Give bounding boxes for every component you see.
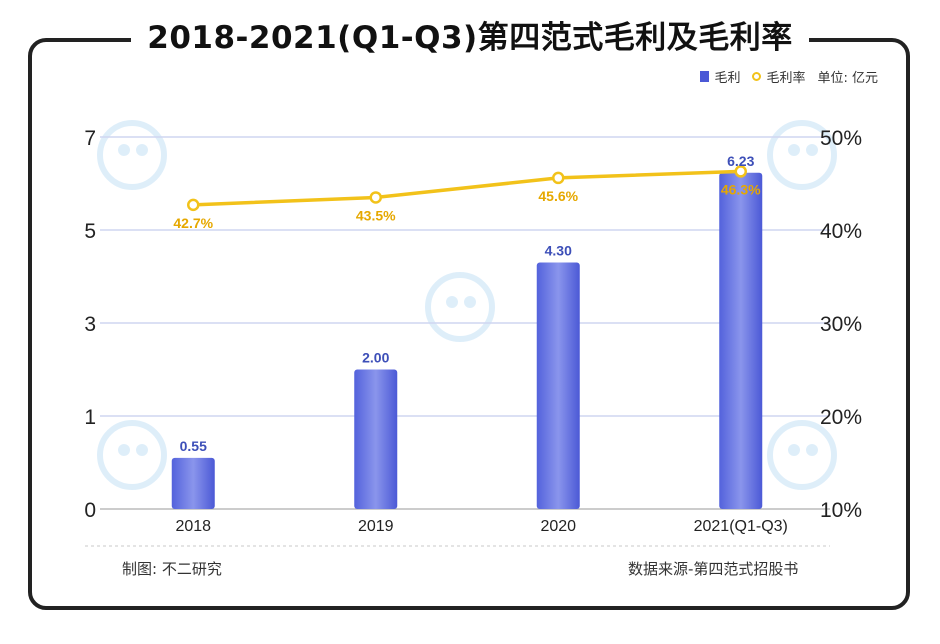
right-axis-tick-label: 50% [820, 127, 862, 150]
line-value-label: 42.7% [173, 215, 213, 231]
right-axis-tick-label: 30% [820, 313, 862, 336]
legend-item-line: 毛利率 [752, 67, 805, 86]
left-axis-tick-label: 0 [84, 499, 96, 522]
bar-value-label: 6.23 [727, 153, 754, 169]
line-point-2018 [187, 198, 200, 212]
line-point-2021(Q1-Q3) [734, 165, 747, 178]
x-tick-label: 2020 [540, 518, 576, 535]
x-tick-label: 2021(Q1-Q3) [694, 518, 788, 535]
right-axis-tick-label: 40% [820, 220, 862, 243]
line-point-2019 [369, 191, 382, 204]
left-axis-tick-label: 1 [84, 406, 96, 429]
legend-line-label: 毛利率 [766, 71, 806, 86]
left-axis-tick-label: 3 [84, 313, 96, 336]
footer-source: 数据来源-第四范式招股书 [628, 560, 799, 578]
line-value-label: 45.6% [538, 188, 578, 204]
legend: 毛利 毛利率 单位: 亿元 [700, 67, 878, 86]
bar-value-label: 4.30 [545, 243, 572, 259]
watermark-logo-icon [97, 120, 167, 190]
gross-margin-line [193, 169, 741, 207]
right-axis-tick-label: 20% [820, 406, 862, 429]
bar-2019 [354, 369, 398, 509]
bar-2021(Q1-Q3) [719, 172, 763, 509]
left-axis-tick-label: 7 [84, 127, 96, 150]
bar-value-label: 0.55 [180, 438, 207, 454]
watermark-logo-icon [767, 120, 837, 190]
legend-line-swatch [752, 72, 762, 81]
line-value-label: 43.5% [356, 207, 396, 223]
legend-bar-label: 毛利 [714, 71, 741, 86]
x-tick-label: 2019 [358, 518, 394, 535]
footer-maker: 制图: 不二研究 [122, 560, 222, 578]
right-axis-tick-label: 10% [820, 499, 862, 522]
watermark-logo-icon [425, 272, 495, 342]
bar-2020 [536, 262, 580, 509]
bar-value-label: 2.00 [362, 350, 389, 366]
watermark-logo-icon [767, 420, 837, 490]
line-value-label: 46.3% [721, 181, 761, 197]
x-tick-label: 2018 [175, 518, 211, 535]
left-axis-tick-label: 5 [84, 220, 96, 243]
legend-bar-swatch [700, 71, 710, 82]
watermark-logo-icon [97, 420, 167, 490]
legend-unit: 单位: 亿元 [817, 71, 878, 86]
bar-2018 [171, 457, 215, 509]
legend-item-bar: 毛利 [700, 67, 740, 86]
line-point-2020 [552, 171, 565, 185]
